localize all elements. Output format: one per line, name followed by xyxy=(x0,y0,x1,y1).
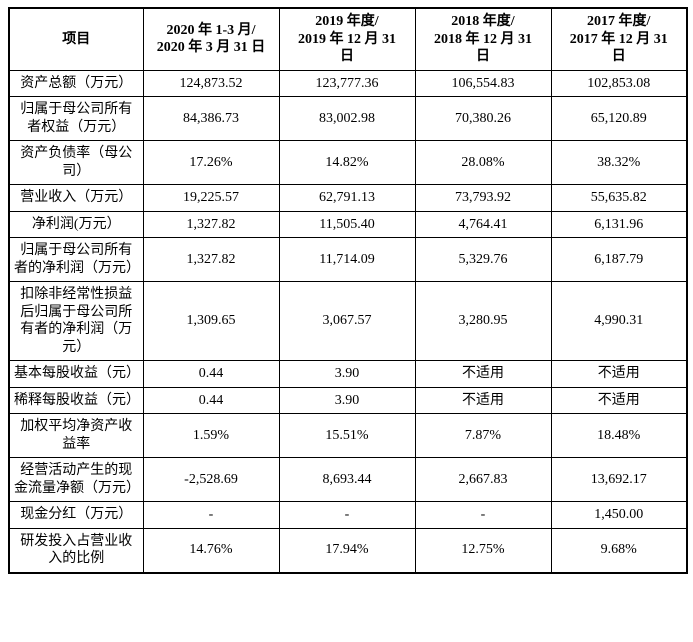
row-label: 资产负债率（母公司） xyxy=(8,140,144,185)
cell-value: 5,329.76 xyxy=(414,237,552,282)
cell-value: 19,225.57 xyxy=(142,184,280,212)
table-row: 营业收入（万元） 19,225.57 62,791.13 73,793.92 55,63… xyxy=(8,184,688,212)
row-label: 研发投入占营业收入的比例 xyxy=(8,527,144,573)
cell-value: 8,693.44 xyxy=(278,457,416,502)
table-header: 项目 2020 年 1-3 月/ 2020 年 3 月 31 日 2019 年度/ … xyxy=(8,7,688,71)
cell-value: -2,528.69 xyxy=(142,457,280,502)
cell-value: 65,120.89 xyxy=(550,96,688,141)
column-header-period: 2020 年 1-3 月/ 2020 年 3 月 31 日 xyxy=(142,7,280,71)
cell-value: 7.87% xyxy=(414,413,552,458)
cell-value: 4,990.31 xyxy=(550,281,688,361)
cell-value: 1,309.65 xyxy=(142,281,280,361)
cell-value: 38.32% xyxy=(550,140,688,185)
cell-value: 12.75% xyxy=(414,527,552,573)
cell-value: 70,380.26 xyxy=(414,96,552,141)
cell-value: 不适用 xyxy=(414,360,552,388)
row-label: 经营活动产生的现金流量净额（万元） xyxy=(8,457,144,502)
cell-value: 18.48% xyxy=(550,413,688,458)
cell-value: 106,554.83 xyxy=(414,69,552,97)
cell-value: 0.44 xyxy=(142,360,280,388)
row-label: 归属于母公司所有者权益（万元） xyxy=(8,96,144,141)
table-row: 扣除非经常性损益后归属于母公司所有者的净利润（万元） 1,309.65 3,067.… xyxy=(8,281,688,361)
cell-value: - xyxy=(278,501,416,529)
row-label: 稀释每股收益（元） xyxy=(8,386,144,414)
cell-value: 123,777.36 xyxy=(278,69,416,97)
column-header-period: 2017 年度/ 2017 年 12 月 31 日 xyxy=(550,7,688,71)
cell-value: 83,002.98 xyxy=(278,96,416,141)
cell-value: 14.82% xyxy=(278,140,416,185)
cell-value: 11,505.40 xyxy=(278,210,416,238)
cell-value: 3,280.95 xyxy=(414,281,552,361)
row-label: 现金分红（万元） xyxy=(8,501,144,529)
cell-value: 28.08% xyxy=(414,140,552,185)
row-label: 扣除非经常性损益后归属于母公司所有者的净利润（万元） xyxy=(8,281,144,361)
row-label: 净利润(万元） xyxy=(8,210,144,238)
cell-value: 1.59% xyxy=(142,413,280,458)
cell-value: - xyxy=(142,501,280,529)
table-body: 资产总额（万元） 124,873.52 123,777.36 106,554.83 10… xyxy=(8,69,688,573)
cell-value: 1,327.82 xyxy=(142,210,280,238)
header-row: 项目 2020 年 1-3 月/ 2020 年 3 月 31 日 2019 年度/ … xyxy=(8,7,688,71)
table-row: 基本每股收益（元） 0.44 3.90 不适用 不适用 xyxy=(8,360,688,388)
cell-value: 6,187.79 xyxy=(550,237,688,282)
cell-value: 14.76% xyxy=(142,527,280,573)
row-label: 营业收入（万元） xyxy=(8,184,144,212)
cell-value: 124,873.52 xyxy=(142,69,280,97)
row-label: 加权平均净资产收益率 xyxy=(8,413,144,458)
column-header-item: 项目 xyxy=(8,7,144,71)
row-label: 归属于母公司所有者的净利润（万元） xyxy=(8,237,144,282)
cell-value: 0.44 xyxy=(142,386,280,414)
cell-value: 3,067.57 xyxy=(278,281,416,361)
table-row: 研发投入占营业收入的比例 14.76% 17.94% 12.75% 9.68% xyxy=(8,527,688,573)
cell-value: 15.51% xyxy=(278,413,416,458)
cell-value: 不适用 xyxy=(550,386,688,414)
cell-value: 3.90 xyxy=(278,360,416,388)
row-label: 资产总额（万元） xyxy=(8,69,144,97)
cell-value: 73,793.92 xyxy=(414,184,552,212)
cell-value: 11,714.09 xyxy=(278,237,416,282)
column-header-period: 2019 年度/ 2019 年 12 月 31 日 xyxy=(278,7,416,71)
table-row: 资产负债率（母公司） 17.26% 14.82% 28.08% 38.32% xyxy=(8,140,688,185)
cell-value: 1,327.82 xyxy=(142,237,280,282)
cell-value: 不适用 xyxy=(550,360,688,388)
cell-value: 不适用 xyxy=(414,386,552,414)
financial-summary-table: 项目 2020 年 1-3 月/ 2020 年 3 月 31 日 2019 年度/ … xyxy=(8,7,688,574)
cell-value: 17.26% xyxy=(142,140,280,185)
cell-value: 102,853.08 xyxy=(550,69,688,97)
cell-value: 9.68% xyxy=(550,527,688,573)
cell-value: 84,386.73 xyxy=(142,96,280,141)
cell-value: 13,692.17 xyxy=(550,457,688,502)
table-row: 归属于母公司所有者权益（万元） 84,386.73 83,002.98 70,380.… xyxy=(8,96,688,141)
table-row: 加权平均净资产收益率 1.59% 15.51% 7.87% 18.48% xyxy=(8,413,688,458)
table-row: 经营活动产生的现金流量净额（万元） -2,528.69 8,693.44 2,667.… xyxy=(8,457,688,502)
table-row: 资产总额（万元） 124,873.52 123,777.36 106,554.83 10… xyxy=(8,69,688,97)
cell-value: 2,667.83 xyxy=(414,457,552,502)
cell-value: 55,635.82 xyxy=(550,184,688,212)
row-label: 基本每股收益（元） xyxy=(8,360,144,388)
cell-value: 6,131.96 xyxy=(550,210,688,238)
table-row: 净利润(万元） 1,327.82 11,505.40 4,764.41 6,131.96 xyxy=(8,210,688,238)
table-row: 稀释每股收益（元） 0.44 3.90 不适用 不适用 xyxy=(8,386,688,414)
table-row: 归属于母公司所有者的净利润（万元） 1,327.82 11,714.09 5,329.… xyxy=(8,237,688,282)
cell-value: 3.90 xyxy=(278,386,416,414)
column-header-period: 2018 年度/ 2018 年 12 月 31 日 xyxy=(414,7,552,71)
cell-value: 1,450.00 xyxy=(550,501,688,529)
cell-value: 4,764.41 xyxy=(414,210,552,238)
cell-value: 17.94% xyxy=(278,527,416,573)
cell-value: 62,791.13 xyxy=(278,184,416,212)
table-row: 现金分红（万元） - - -1,450.00 xyxy=(8,501,688,529)
cell-value: - xyxy=(414,501,552,529)
